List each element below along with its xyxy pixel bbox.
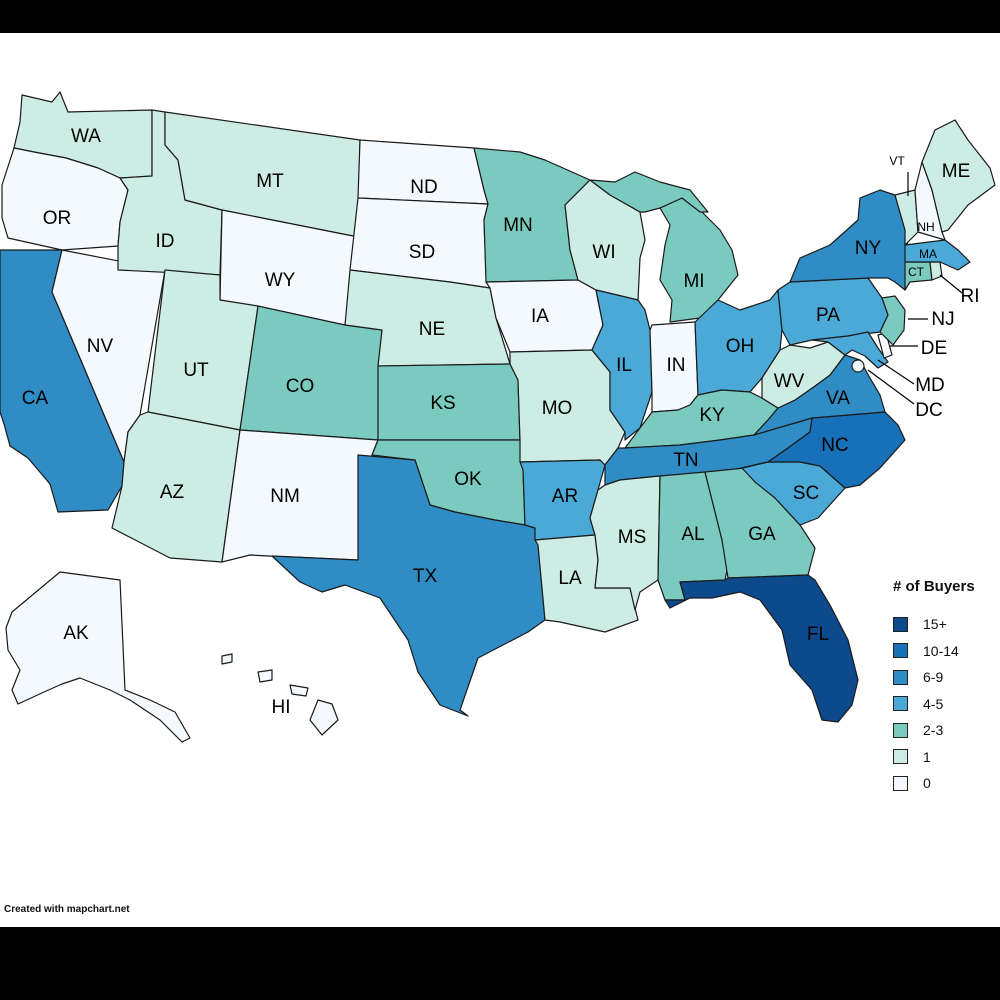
- label-il: IL: [616, 355, 632, 376]
- legend-label: 4-5: [923, 695, 944, 712]
- label-wy: WY: [265, 270, 296, 291]
- label-ks: KS: [430, 393, 455, 414]
- legend-label: 1: [923, 748, 931, 765]
- state-hi-kauai[interactable]: [221, 653, 233, 665]
- label-oh: OH: [726, 336, 755, 357]
- state-il[interactable]: [591, 289, 653, 441]
- legend-item-1: 1: [893, 744, 998, 771]
- state-tx[interactable]: [271, 454, 546, 717]
- legend-label: 15+: [923, 616, 947, 633]
- label-va: VA: [826, 388, 850, 409]
- label-ri: RI: [961, 286, 980, 307]
- label-ca: CA: [22, 388, 49, 409]
- legend-item-10-14: 10-14: [893, 638, 998, 665]
- label-sc: SC: [793, 483, 819, 504]
- label-fl: FL: [807, 624, 829, 645]
- state-mi-upper[interactable]: [589, 171, 709, 213]
- legend-swatch: [893, 749, 908, 765]
- legend-swatch: [893, 775, 908, 791]
- legend-swatch: [893, 616, 908, 632]
- label-dc: DC: [915, 400, 942, 421]
- legend-item-6-9: 6-9: [893, 664, 998, 691]
- label-nc: NC: [821, 435, 848, 456]
- label-ar: AR: [552, 486, 578, 507]
- state-fl[interactable]: [664, 574, 859, 723]
- label-mi: MI: [683, 271, 704, 292]
- label-ct: CT: [908, 265, 925, 279]
- label-wi: WI: [592, 242, 615, 263]
- label-tn: TN: [673, 450, 698, 471]
- label-ok: OK: [454, 469, 482, 490]
- label-nd: ND: [410, 177, 437, 198]
- legend: # of Buyers 15+ 10-14 6-9 4-5 2-3 1 0: [893, 578, 998, 797]
- label-sd: SD: [409, 242, 435, 263]
- label-leaders: [867, 172, 963, 405]
- label-nh: NH: [917, 220, 934, 234]
- state-ma[interactable]: [904, 239, 971, 271]
- state-nj[interactable]: [879, 295, 906, 346]
- legend-title: # of Buyers: [893, 578, 975, 595]
- legend-swatch: [893, 669, 908, 685]
- label-nj: NJ: [931, 309, 954, 330]
- legend-label: 2-3: [923, 722, 944, 739]
- label-or: OR: [43, 208, 72, 229]
- state-nc[interactable]: [741, 411, 906, 489]
- legend-item-4-5: 4-5: [893, 691, 998, 718]
- label-in: IN: [667, 355, 686, 376]
- label-ia: IA: [531, 306, 549, 327]
- state-hi-maui[interactable]: [289, 684, 309, 697]
- label-mn: MN: [503, 215, 533, 236]
- state-me[interactable]: [921, 119, 996, 233]
- label-me: ME: [942, 161, 971, 182]
- legend-item-0: 0: [893, 770, 998, 797]
- label-al: AL: [681, 524, 704, 545]
- state-ri[interactable]: [929, 261, 943, 281]
- label-hi: HI: [272, 697, 291, 718]
- label-ga: GA: [748, 524, 776, 545]
- label-tx: TX: [413, 566, 438, 587]
- state-md[interactable]: [811, 331, 889, 369]
- label-md: MD: [915, 375, 945, 396]
- legend-label: 10-14: [923, 642, 959, 659]
- label-az: AZ: [160, 482, 185, 503]
- state-hi[interactable]: [309, 699, 339, 736]
- legend-label: 6-9: [923, 669, 944, 686]
- state-dc[interactable]: [851, 359, 865, 373]
- state-ny[interactable]: [789, 189, 913, 291]
- label-pa: PA: [816, 305, 840, 326]
- label-mo: MO: [542, 398, 573, 419]
- label-id: ID: [156, 231, 175, 252]
- label-la: LA: [558, 568, 582, 589]
- credit-text: Created with mapchart.net: [4, 904, 130, 915]
- label-ms: MS: [618, 527, 647, 548]
- label-wv: WV: [774, 371, 805, 392]
- label-ut: UT: [183, 360, 209, 381]
- label-ny: NY: [855, 238, 882, 259]
- label-de: DE: [921, 338, 947, 359]
- state-ak[interactable]: [5, 571, 191, 743]
- label-nv: NV: [87, 336, 114, 357]
- state-hi-oahu[interactable]: [257, 669, 273, 683]
- label-ak: AK: [63, 623, 89, 644]
- label-wa: WA: [71, 126, 101, 147]
- state-vt[interactable]: [894, 189, 919, 246]
- legend-item-2-3: 2-3: [893, 717, 998, 744]
- label-nm: NM: [270, 486, 300, 507]
- state-nm[interactable]: [221, 429, 379, 563]
- legend-swatch: [893, 722, 908, 738]
- label-ma: MA: [919, 247, 937, 261]
- legend-swatch: [893, 643, 908, 659]
- label-mt: MT: [256, 171, 284, 192]
- legend-label: 0: [923, 775, 931, 792]
- legend-item-15-plus: 15+: [893, 611, 998, 638]
- label-co: CO: [286, 376, 315, 397]
- state-wv[interactable]: [761, 341, 846, 409]
- label-ne: NE: [419, 319, 445, 340]
- label-vt: VT: [889, 154, 905, 168]
- label-ky: KY: [699, 405, 725, 426]
- legend-swatch: [893, 696, 908, 712]
